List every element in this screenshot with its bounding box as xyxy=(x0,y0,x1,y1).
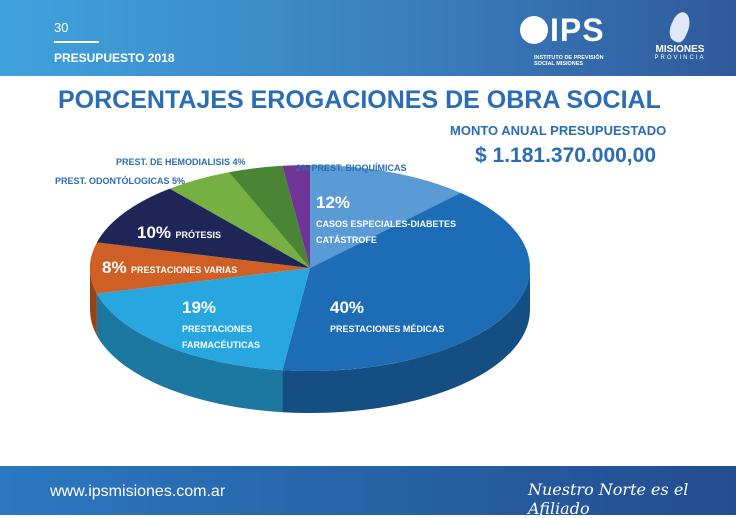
pie-slice-5 xyxy=(169,172,310,268)
pie-slice-1 xyxy=(282,192,530,371)
slice-label-farmaceuticas: 19% PRESTACIONES FARMACÉUTICAS xyxy=(182,298,260,350)
pie-slice-7 xyxy=(282,165,310,268)
slice-label-varias: 8% PRESTACIONES VARIAS xyxy=(102,258,238,277)
pie-slice-2 xyxy=(96,268,310,371)
footer-banner: www.ipsmisiones.com.ar Nuestro Norte es … xyxy=(0,466,736,518)
pie-chart xyxy=(90,164,530,413)
monto-label: MONTO ANUAL PRESUPUESTADO xyxy=(450,123,667,138)
slice-label-casos: 12% CASOS ESPECIALES-DIABETES CATÁSTROFE xyxy=(316,193,457,245)
slogan: Nuestro Norte es el Afiliado xyxy=(528,480,689,518)
slice-label-odontologicas: PREST. ODONTÓLOGICAS 5% xyxy=(55,176,186,186)
divider xyxy=(54,41,99,43)
pie-slice-0 xyxy=(310,164,461,268)
pie-side-3 xyxy=(90,268,97,336)
header-subtitle: PRESUPUESTO 2018 xyxy=(54,51,175,65)
pie-slice-3 xyxy=(90,242,310,294)
monto-value: $ 1.181.370.000,00 xyxy=(475,144,657,167)
pie-slice-4 xyxy=(96,188,310,268)
pie-side-1 xyxy=(282,268,530,413)
pie-slice-6 xyxy=(229,165,310,268)
page-number: 30 xyxy=(54,20,69,35)
header-banner: 30 PRESUPUESTO 2018 IPS INSTITUTO DE PRE… xyxy=(0,0,736,76)
page-title: PORCENTAJES EROGACIONES DE OBRA SOCIAL xyxy=(58,86,661,114)
ips-family-icon xyxy=(520,16,548,44)
slice-label-hemodialisis: PREST. DE HEMODIALISIS 4% xyxy=(116,157,246,167)
pie-side-2 xyxy=(96,293,283,413)
website-link[interactable]: www.ipsmisiones.com.ar xyxy=(50,483,226,500)
misiones-logo: MISIONES PROVINCIA xyxy=(645,9,715,61)
slice-label-protesis: 10% PRÓTESIS xyxy=(137,223,221,242)
slice-label-bioquimicas: 2% PREST. BIOQUÍMICAS xyxy=(296,163,407,173)
slice-label-medicas: 40% PRESTACIONES MÉDICAS xyxy=(330,298,445,334)
